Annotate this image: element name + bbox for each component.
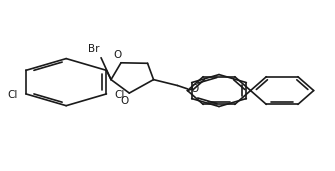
Text: O: O bbox=[120, 96, 128, 106]
Text: Cl: Cl bbox=[7, 90, 17, 100]
Text: Br: Br bbox=[88, 44, 99, 54]
Text: O: O bbox=[114, 50, 122, 60]
Text: O: O bbox=[191, 84, 199, 94]
Text: Cl: Cl bbox=[115, 90, 125, 100]
